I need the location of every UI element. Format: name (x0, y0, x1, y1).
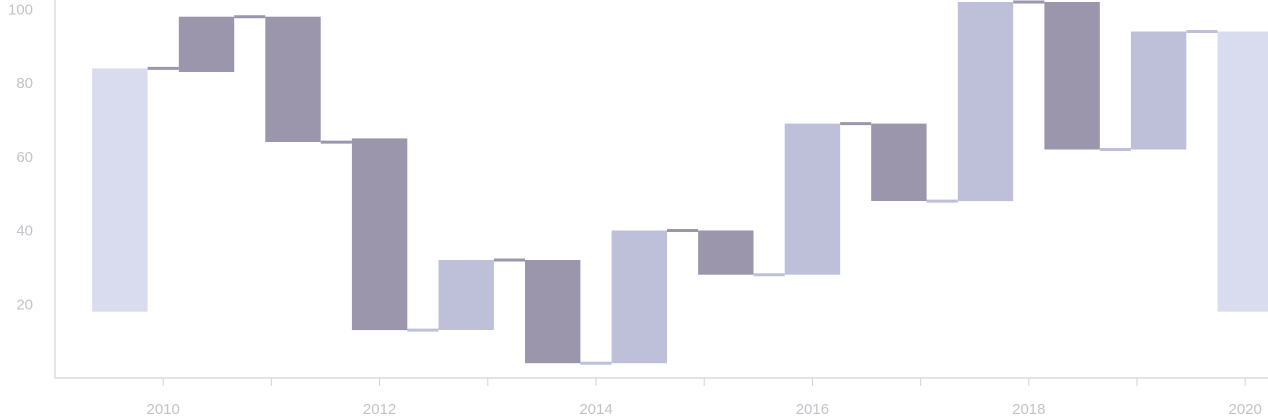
bar-9 (871, 123, 927, 201)
y-tick-label-80: 80 (16, 75, 33, 92)
x-tick-label-2014: 2014 (579, 401, 612, 418)
bar-3 (351, 138, 408, 331)
bar-0 (92, 68, 148, 312)
x-tick-label-2018: 2018 (1012, 401, 1045, 418)
y-axis-ticks: 20 40 60 80 100 (8, 1, 33, 313)
bar-2 (265, 16, 321, 143)
x-tick-label-2010: 2010 (147, 401, 180, 418)
bar-11 (1044, 2, 1100, 150)
bar-1 (178, 16, 235, 72)
connector-layer (147, 0, 1218, 365)
bar-13 (1217, 31, 1268, 312)
bar-7 (698, 230, 754, 275)
x-axis-ticks: 2010 2012 2014 2016 2018 2020 (147, 378, 1262, 418)
x-tick-label-2012: 2012 (363, 401, 396, 418)
y-tick-label-20: 20 (16, 296, 33, 313)
bars-layer (92, 2, 1268, 364)
bar-12 (1130, 31, 1187, 150)
bar-4 (438, 260, 494, 330)
x-tick-label-2020: 2020 (1229, 401, 1262, 418)
y-tick-label-100: 100 (8, 1, 33, 18)
x-tick-label-2016: 2016 (796, 401, 829, 418)
bar-5 (525, 260, 581, 364)
y-tick-label-60: 60 (16, 149, 33, 166)
bar-6 (611, 230, 667, 364)
y-tick-label-40: 40 (16, 223, 33, 240)
bar-10 (957, 2, 1014, 202)
bar-8 (784, 123, 841, 275)
